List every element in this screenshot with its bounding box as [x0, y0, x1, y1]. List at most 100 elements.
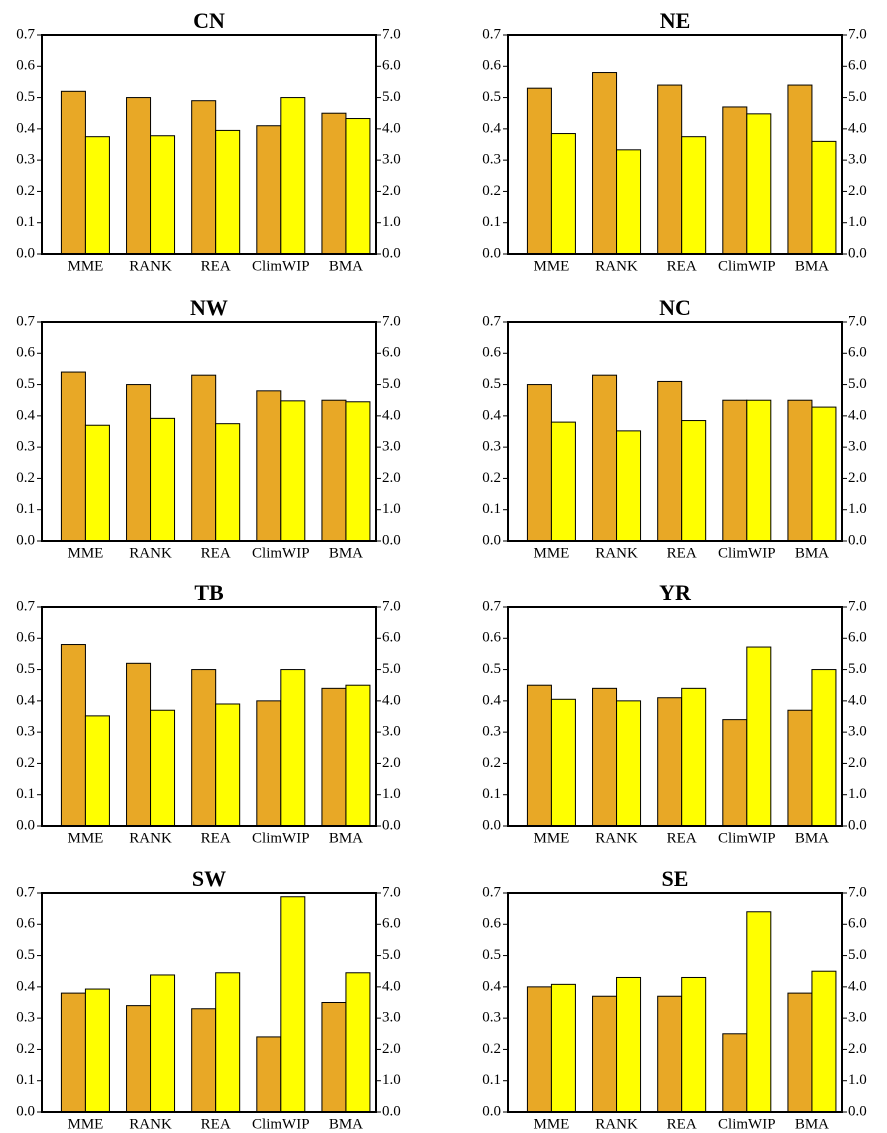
y-tick-label: 0.2	[482, 470, 501, 486]
bar	[616, 976, 642, 1113]
x-tick-label: MME	[67, 258, 103, 274]
y-tick-label: 0.1	[16, 786, 35, 802]
bar	[60, 644, 86, 827]
y2-tick-label: 4.0	[382, 407, 401, 423]
plot-frame	[41, 892, 377, 1113]
bar	[681, 976, 707, 1113]
y2-tick-label: 0.0	[382, 817, 401, 833]
y2-tick-label: 3.0	[848, 1010, 867, 1026]
bar	[191, 1008, 217, 1113]
y2-tick-label: 4.0	[382, 978, 401, 994]
x-tick-label: BMA	[329, 1116, 363, 1132]
bar	[526, 986, 552, 1113]
y2-tick-label: 7.0	[848, 313, 867, 329]
y-tick-label: 0.0	[482, 245, 501, 261]
bar	[722, 399, 748, 542]
y2-tick-label: 3.0	[848, 439, 867, 455]
y-tick-label: 0.4	[16, 692, 35, 708]
y-tick-label: 0.5	[482, 947, 501, 963]
plot-frame	[41, 606, 377, 827]
y2-tick-label: 4.0	[848, 692, 867, 708]
y-tick-label: 0.0	[16, 532, 35, 548]
y-tick-label: 0.7	[16, 884, 35, 900]
y-tick-label: 0.5	[16, 376, 35, 392]
x-tick-label: ClimWIP	[718, 258, 776, 274]
x-tick-label: BMA	[795, 258, 829, 274]
y-tick-label: 0.4	[16, 407, 35, 423]
bar	[811, 140, 837, 255]
y-tick-label: 0.1	[16, 214, 35, 230]
y2-tick-label: 0.0	[848, 1103, 867, 1119]
bar	[592, 687, 618, 827]
y-tick-label: 0.4	[482, 692, 501, 708]
y-tick-label: 0.6	[16, 916, 35, 932]
y2-tick-label: 5.0	[382, 661, 401, 677]
y-tick-label: 0.0	[16, 245, 35, 261]
plot-frame	[41, 321, 377, 542]
y-tick-label: 0.4	[482, 120, 501, 136]
chart-title: CN	[193, 8, 225, 33]
bar	[616, 149, 642, 255]
y-tick-label: 0.3	[16, 152, 35, 168]
y-tick-label: 0.4	[482, 978, 501, 994]
y-tick-label: 0.1	[482, 214, 501, 230]
bar	[657, 995, 683, 1113]
y-tick-label: 0.5	[16, 947, 35, 963]
bar	[256, 125, 282, 255]
y-tick-label: 0.3	[482, 1010, 501, 1026]
y-tick-label: 0.7	[482, 884, 501, 900]
bar	[811, 970, 837, 1113]
x-tick-label: BMA	[795, 545, 829, 561]
y-tick-label: 0.1	[482, 786, 501, 802]
y-tick-label: 0.6	[16, 58, 35, 74]
bar	[746, 911, 772, 1113]
x-tick-label: RANK	[595, 258, 638, 274]
y-tick-label: 0.3	[16, 1010, 35, 1026]
bar	[616, 700, 642, 827]
x-tick-label: RANK	[595, 1116, 638, 1132]
bar	[550, 983, 576, 1113]
bar	[550, 133, 576, 255]
bar	[84, 136, 110, 255]
bar	[657, 84, 683, 255]
bar	[215, 972, 241, 1113]
y2-tick-label: 5.0	[848, 89, 867, 105]
x-tick-label: ClimWIP	[252, 830, 310, 846]
x-tick-label: RANK	[129, 830, 172, 846]
x-tick-label: RANK	[129, 258, 172, 274]
y2-tick-label: 4.0	[848, 407, 867, 423]
y2-tick-label: 3.0	[382, 439, 401, 455]
y2-tick-label: 5.0	[848, 376, 867, 392]
y2-tick-label: 5.0	[848, 947, 867, 963]
x-tick-label: REA	[201, 830, 231, 846]
bar	[280, 97, 306, 255]
y2-tick-label: 4.0	[382, 120, 401, 136]
y-tick-label: 0.5	[482, 661, 501, 677]
x-tick-label: ClimWIP	[252, 1116, 310, 1132]
bar	[280, 400, 306, 542]
x-tick-label: RANK	[595, 830, 638, 846]
y-tick-label: 0.3	[482, 724, 501, 740]
bar	[345, 401, 371, 542]
y2-tick-label: 2.0	[848, 755, 867, 771]
x-tick-label: BMA	[329, 545, 363, 561]
y2-tick-label: 2.0	[382, 1041, 401, 1057]
y-tick-label: 0.1	[482, 501, 501, 517]
y2-tick-label: 3.0	[382, 1010, 401, 1026]
y2-tick-label: 5.0	[382, 376, 401, 392]
y2-tick-label: 7.0	[848, 598, 867, 614]
y-tick-label: 0.2	[16, 755, 35, 771]
y-tick-label: 0.2	[16, 470, 35, 486]
y2-tick-label: 0.0	[848, 817, 867, 833]
bar	[150, 417, 176, 542]
y2-tick-label: 2.0	[848, 183, 867, 199]
x-tick-label: ClimWIP	[718, 830, 776, 846]
bar	[150, 135, 176, 255]
y-tick-label: 0.6	[482, 58, 501, 74]
bar	[526, 684, 552, 827]
x-tick-label: REA	[201, 1116, 231, 1132]
bar	[280, 896, 306, 1113]
bar	[746, 399, 772, 542]
y2-tick-label: 2.0	[382, 755, 401, 771]
